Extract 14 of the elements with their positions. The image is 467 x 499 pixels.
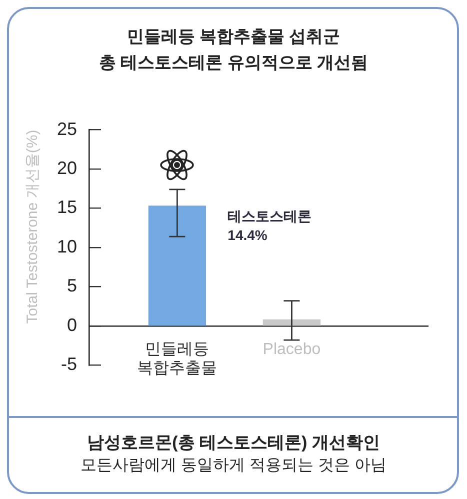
text: 남성호르몬(총 테스토스테론) 개선확인 [86, 432, 381, 454]
y-tick-label: 15 [56, 197, 77, 218]
annotation: 테스토스테론 14.4% [228, 208, 312, 243]
chart-title: 민들레등 복합추출물 섭취군 총 테스토스테론 유의적으로 개선됨 [98, 26, 370, 74]
y-tick-label: 20 [56, 158, 77, 178]
y-tick-label: 10 [56, 236, 77, 256]
y-tick-label: 0 [66, 314, 77, 335]
y-tick-label: -5 [60, 354, 77, 374]
text: 모든사람에게 동일하게 적용되는 것은 아님 [80, 456, 388, 476]
y-axis-title: Total Testosterone 개선율(%) [24, 130, 42, 324]
y-tick-label: 25 [56, 118, 77, 139]
x-tick-label: 민들레등 복합추출물 [137, 340, 218, 378]
x-tick-label: Placebo [262, 340, 321, 358]
y-tick-label: 5 [66, 276, 77, 296]
